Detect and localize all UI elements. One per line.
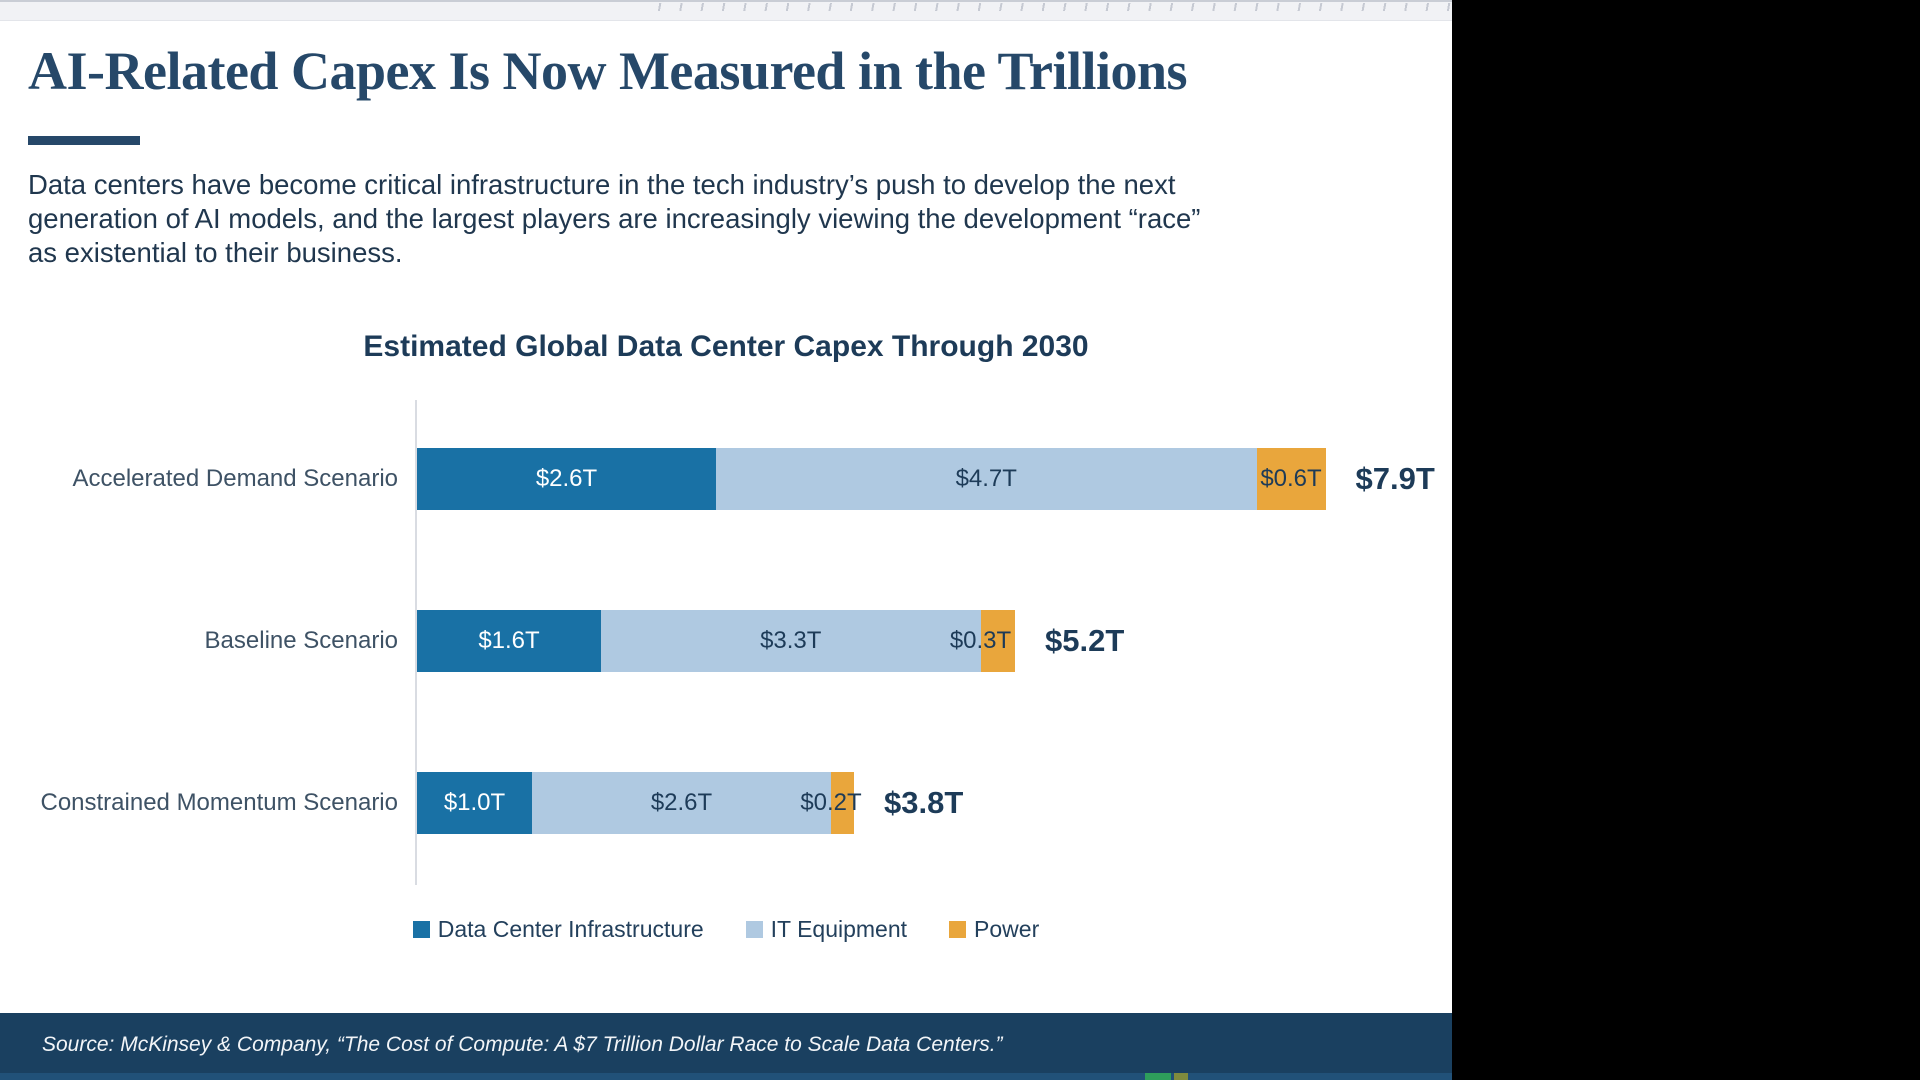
bar-segment [831, 772, 854, 834]
bar-total-label: $3.8T [884, 785, 964, 820]
legend-label: IT Equipment [770, 916, 908, 942]
capex-stacked-bar-chart: Accelerated Demand Scenario $2.6T $4.7T $0.… [0, 400, 1452, 885]
y-axis-line [415, 400, 417, 885]
legend-item: IT Equipment [745, 916, 908, 943]
category-label: Accelerated Demand Scenario [72, 465, 398, 492]
chart-title: Estimated Global Data Center Capex Throu… [363, 330, 1089, 363]
bar-segment [980, 610, 1015, 672]
chart-legend: Data Center Infrastructure IT Equipment Po… [0, 916, 1452, 943]
segment-value-label: $0.6T [1260, 465, 1322, 492]
bar-segment: $2.6T [417, 448, 716, 510]
legend-item: Data Center Infrastructure [412, 916, 704, 943]
title-underline [28, 136, 140, 145]
bar-row: Accelerated Demand Scenario $2.6T $4.7T $0.… [0, 448, 1452, 510]
bar-segment: $2.6T [532, 772, 831, 834]
segment-value-label: $3.3T [760, 627, 822, 654]
letterbox-right [1452, 0, 1920, 1080]
legend-swatch-icon [745, 921, 763, 938]
film-strip-ticks-decoration [640, 3, 1452, 11]
bar-segment: $3.3T [601, 610, 981, 672]
segment-value-label: $2.6T [650, 789, 713, 816]
stacked-bar: $2.6T $4.7T $0.6T [417, 448, 1326, 510]
scrub-progress-olive [1174, 1073, 1188, 1080]
stacked-bar: $1.0T $2.6T $0.2T [417, 772, 862, 834]
legend-label: Data Center Infrastructure [437, 916, 704, 942]
bar-segment: $4.7T [716, 448, 1257, 510]
stacked-bar: $1.6T $3.3T $0.3T [417, 610, 1015, 672]
legend-swatch-icon [412, 921, 430, 938]
scrub-progress-green [1145, 1073, 1171, 1080]
segment-value-label: $4.7T [955, 465, 1017, 492]
legend-label: Power [974, 916, 1040, 942]
segment-value-label: $2.6T [535, 465, 598, 492]
category-label: Baseline Scenario [204, 627, 398, 654]
slide-intro-text: Data centers have become critical infras… [28, 169, 1201, 268]
video-scrub-bar[interactable] [0, 1073, 1452, 1080]
bar-segment: $0.6T [1256, 448, 1326, 510]
segment-value-label: $0.3T [949, 627, 1012, 654]
source-citation: Source: McKinsey & Company, “The Cost of… [42, 1033, 1003, 1056]
segment-value-label: $1.6T [478, 627, 540, 654]
slide-footer: Source: McKinsey & Company, “The Cost of… [0, 1013, 1452, 1080]
bar-row: Constrained Momentum Scenario $1.0T $2.6T $… [0, 772, 1452, 834]
segment-value-label: $1.0T [443, 789, 506, 816]
bar-segment: $1.6T [417, 610, 601, 672]
category-label: Constrained Momentum Scenario [40, 789, 398, 816]
bar-total-label: $7.9T [1355, 461, 1435, 496]
legend-item: Power [949, 916, 1039, 943]
legend-swatch-icon [949, 921, 967, 938]
bar-total-label: $5.2T [1045, 623, 1125, 658]
slide-top-border [0, 0, 1452, 21]
bar-segment: $1.0T [417, 772, 532, 834]
segment-value-label: $0.2T [800, 789, 862, 816]
slide-title: AI-Related Capex Is Now Measured in the … [28, 41, 1188, 101]
bar-row: Baseline Scenario $1.6T $3.3T $0.3T $5.2T [0, 610, 1452, 672]
